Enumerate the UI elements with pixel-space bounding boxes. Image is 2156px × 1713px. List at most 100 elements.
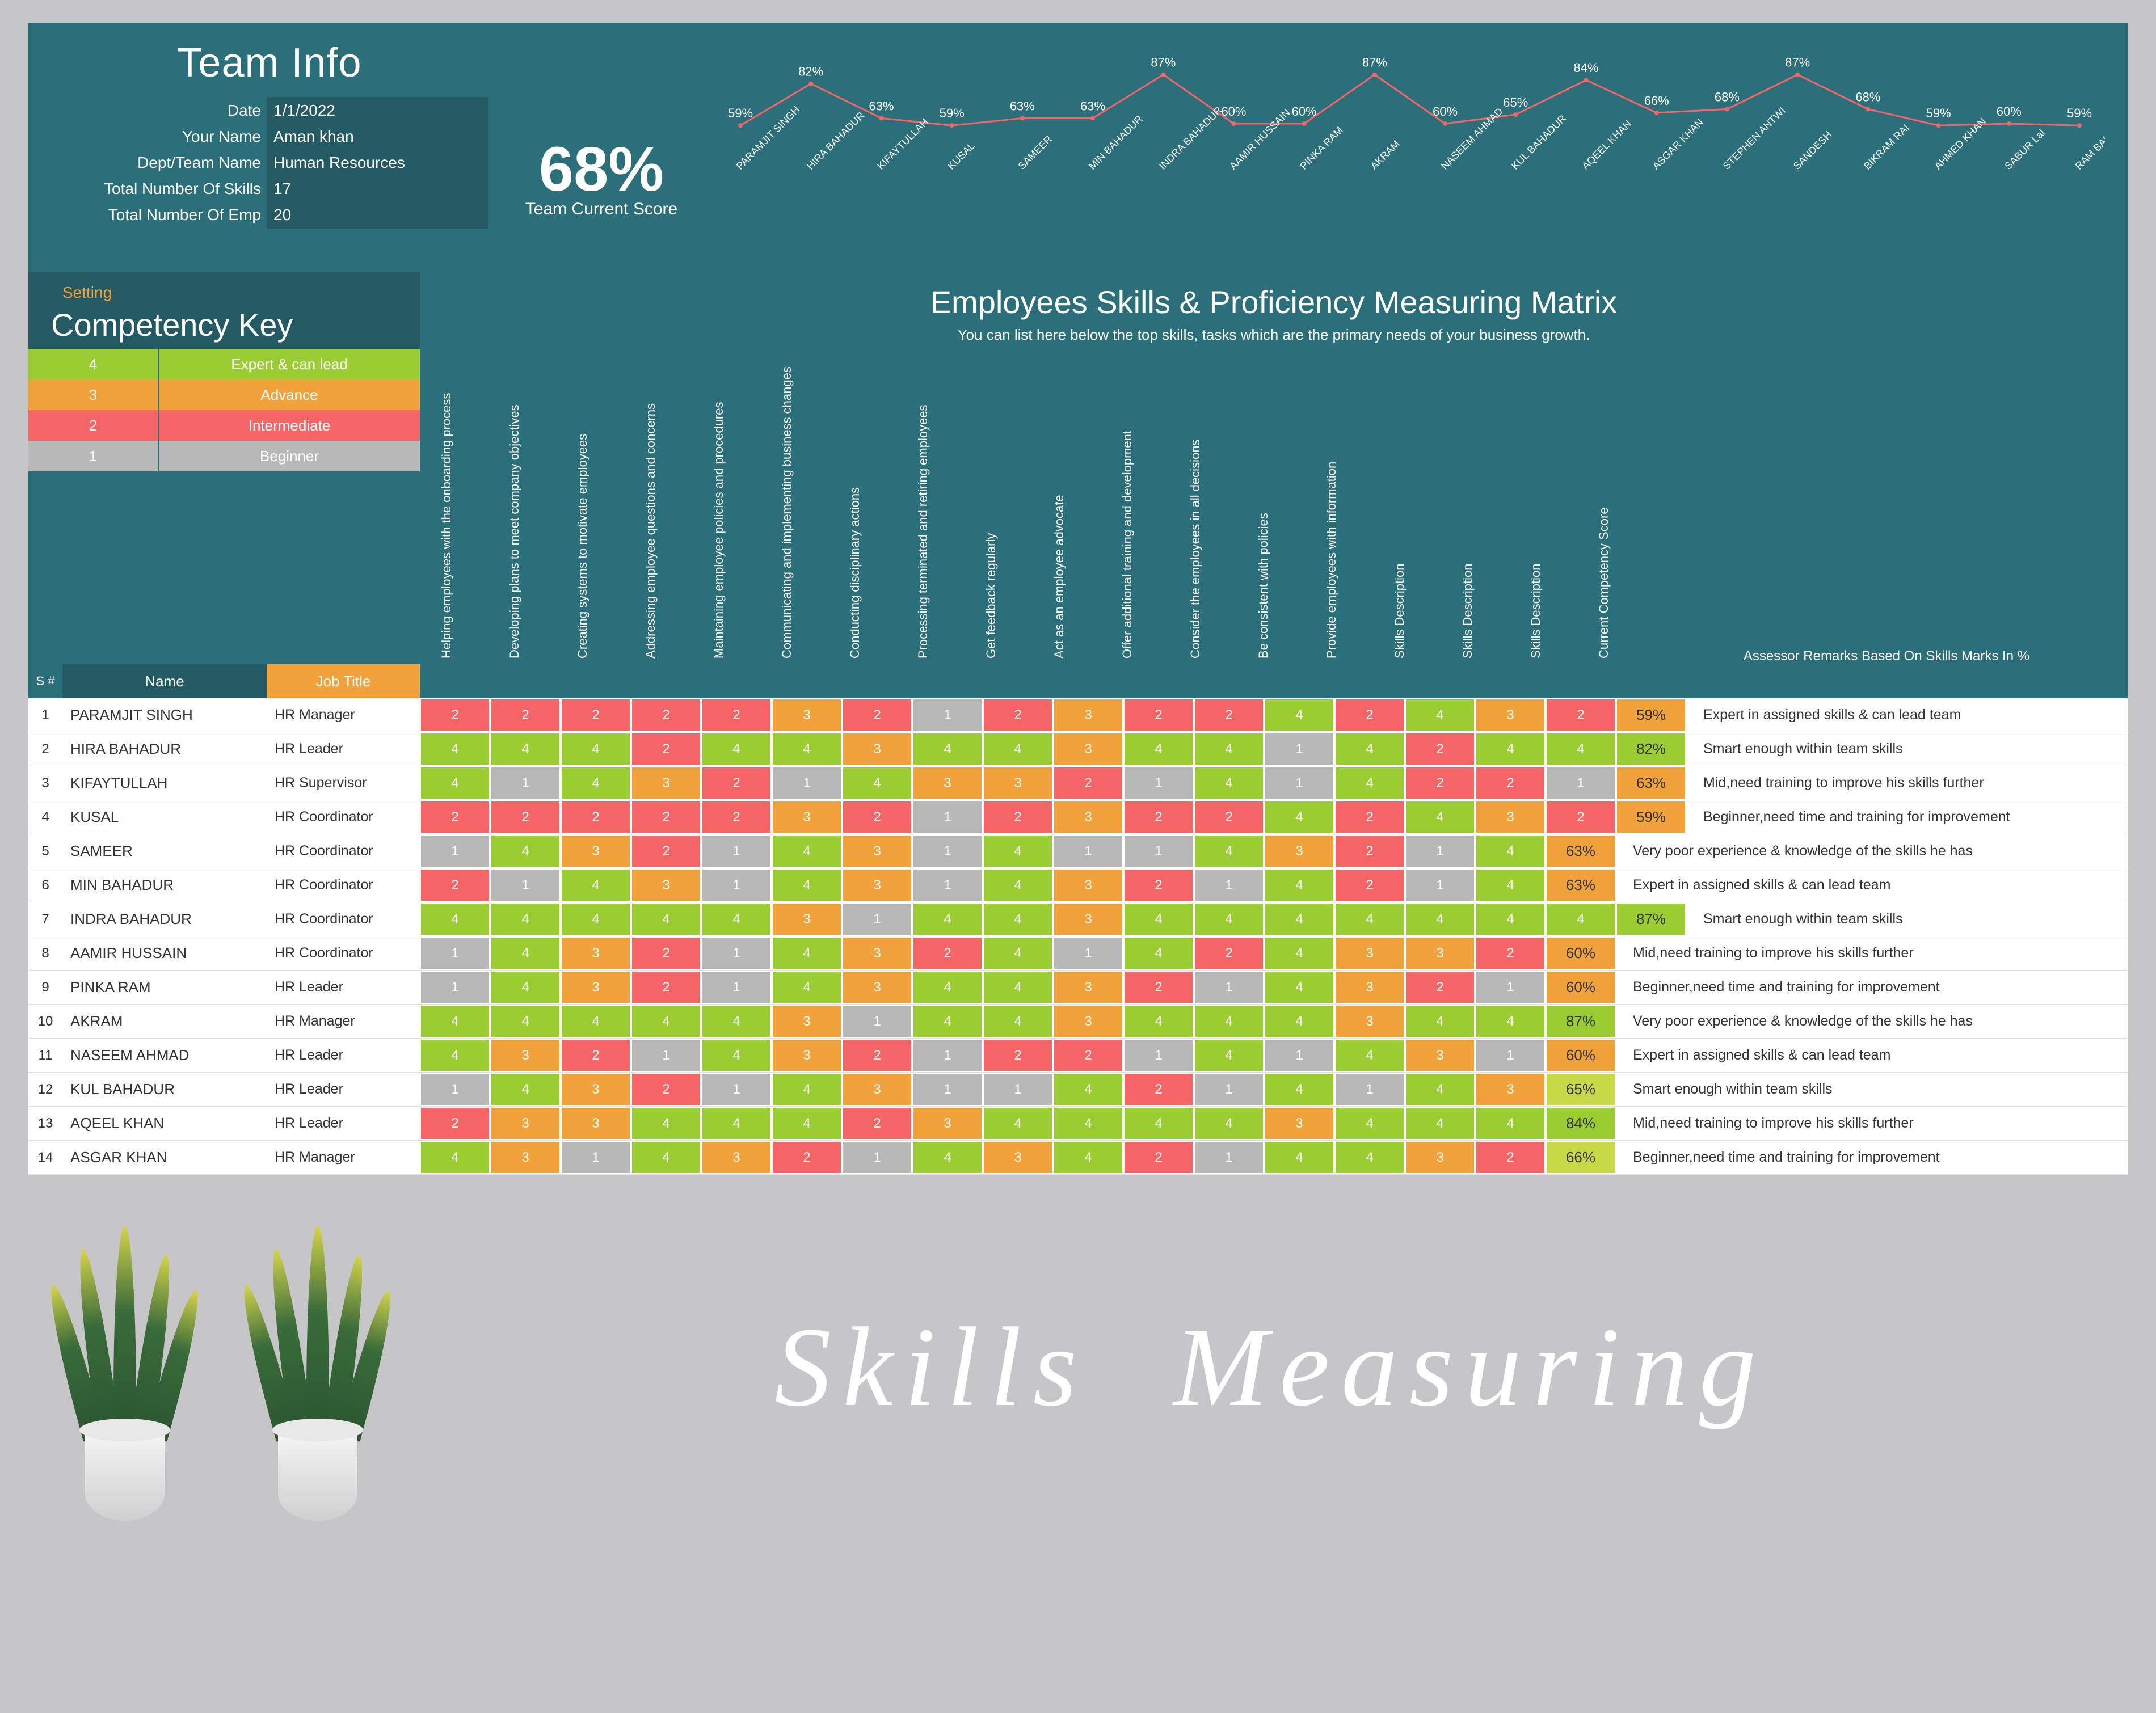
skill-score-cell[interactable]: 3	[1336, 938, 1404, 969]
setting-label[interactable]: Setting	[28, 284, 420, 302]
skill-score-cell[interactable]: 4	[984, 1108, 1052, 1139]
skill-score-cell[interactable]: 3	[1476, 1074, 1544, 1105]
skill-score-cell[interactable]: 4	[1195, 836, 1263, 867]
skill-score-cell[interactable]: 1	[1195, 972, 1263, 1003]
skill-score-cell[interactable]: 3	[773, 904, 841, 935]
skill-score-cell[interactable]: 2	[843, 699, 911, 731]
skill-score-cell[interactable]: 4	[773, 1108, 841, 1139]
skill-score-cell[interactable]: 4	[1406, 699, 1474, 731]
skill-score-cell[interactable]: 1	[702, 836, 770, 867]
skill-score-cell[interactable]: 1	[913, 1040, 982, 1071]
skill-score-cell[interactable]: 4	[984, 836, 1052, 867]
skill-score-cell[interactable]: 3	[1054, 699, 1122, 731]
skill-score-cell[interactable]: 3	[562, 938, 630, 969]
skill-score-cell[interactable]: 2	[1125, 699, 1193, 731]
skill-score-cell[interactable]: 4	[1054, 1074, 1122, 1105]
skill-score-cell[interactable]: 1	[913, 699, 982, 731]
skill-score-cell[interactable]: 4	[773, 836, 841, 867]
skill-score-cell[interactable]: 1	[1054, 836, 1122, 867]
skill-score-cell[interactable]: 4	[1336, 1108, 1404, 1139]
skill-score-cell[interactable]: 3	[773, 699, 841, 731]
skill-score-cell[interactable]: 4	[1195, 1040, 1263, 1071]
skill-score-cell[interactable]: 2	[491, 801, 559, 833]
skill-score-cell[interactable]: 1	[843, 1142, 911, 1173]
skill-score-cell[interactable]: 1	[1265, 767, 1333, 799]
skill-score-cell[interactable]: 3	[562, 972, 630, 1003]
skill-score-cell[interactable]: 4	[1265, 1142, 1333, 1173]
skill-score-cell[interactable]: 2	[1195, 938, 1263, 969]
skill-score-cell[interactable]: 3	[491, 1040, 559, 1071]
skill-score-cell[interactable]: 4	[562, 870, 630, 901]
skill-score-cell[interactable]: 2	[1336, 801, 1404, 833]
skill-score-cell[interactable]: 4	[491, 836, 559, 867]
skill-score-cell[interactable]: 4	[702, 1006, 770, 1037]
skill-score-cell[interactable]: 1	[421, 836, 489, 867]
skill-score-cell[interactable]: 4	[1336, 1040, 1404, 1071]
skill-score-cell[interactable]: 3	[843, 733, 911, 765]
skill-score-cell[interactable]: 1	[702, 870, 770, 901]
skill-score-cell[interactable]: 1	[984, 1074, 1052, 1105]
skill-score-cell[interactable]: 4	[1195, 904, 1263, 935]
skill-score-cell[interactable]: 4	[491, 733, 559, 765]
skill-score-cell[interactable]: 1	[913, 801, 982, 833]
skill-score-cell[interactable]: 4	[1265, 1006, 1333, 1037]
skill-score-cell[interactable]: 4	[1406, 1074, 1474, 1105]
skill-score-cell[interactable]: 3	[773, 1006, 841, 1037]
skill-score-cell[interactable]: 2	[843, 1040, 911, 1071]
skill-score-cell[interactable]: 4	[632, 1108, 700, 1139]
skill-score-cell[interactable]: 1	[843, 1006, 911, 1037]
skill-score-cell[interactable]: 1	[1195, 1074, 1263, 1105]
skill-score-cell[interactable]: 4	[562, 904, 630, 935]
skill-score-cell[interactable]: 2	[1125, 1074, 1193, 1105]
skill-score-cell[interactable]: 4	[491, 1006, 559, 1037]
skill-score-cell[interactable]: 3	[1406, 938, 1474, 969]
skill-score-cell[interactable]: 2	[1406, 733, 1474, 765]
skill-score-cell[interactable]: 2	[1195, 801, 1263, 833]
info-value[interactable]: 1/1/2022	[267, 97, 488, 124]
skill-score-cell[interactable]: 2	[1125, 972, 1193, 1003]
skill-score-cell[interactable]: 4	[562, 1006, 630, 1037]
skill-score-cell[interactable]: 3	[913, 1108, 982, 1139]
skill-score-cell[interactable]: 4	[702, 733, 770, 765]
skill-score-cell[interactable]: 4	[632, 904, 700, 935]
skill-score-cell[interactable]: 1	[491, 767, 559, 799]
skill-score-cell[interactable]: 2	[843, 801, 911, 833]
skill-score-cell[interactable]: 4	[984, 1006, 1052, 1037]
skill-score-cell[interactable]: 2	[1476, 1142, 1544, 1173]
skill-score-cell[interactable]: 2	[1476, 938, 1544, 969]
skill-score-cell[interactable]: 4	[1265, 801, 1333, 833]
skill-score-cell[interactable]: 4	[1336, 733, 1404, 765]
skill-score-cell[interactable]: 3	[1054, 904, 1122, 935]
skill-score-cell[interactable]: 4	[632, 1142, 700, 1173]
skill-score-cell[interactable]: 4	[1054, 1108, 1122, 1139]
skill-score-cell[interactable]: 4	[1125, 1108, 1193, 1139]
skill-score-cell[interactable]: 3	[632, 767, 700, 799]
skill-score-cell[interactable]: 2	[421, 870, 489, 901]
skill-score-cell[interactable]: 3	[1054, 733, 1122, 765]
skill-score-cell[interactable]: 4	[491, 1074, 559, 1105]
skill-score-cell[interactable]: 3	[773, 1040, 841, 1071]
skill-score-cell[interactable]: 4	[491, 972, 559, 1003]
skill-score-cell[interactable]: 3	[1406, 1040, 1474, 1071]
skill-score-cell[interactable]: 3	[1336, 972, 1404, 1003]
skill-score-cell[interactable]: 4	[773, 1074, 841, 1105]
skill-score-cell[interactable]: 1	[1265, 1040, 1333, 1071]
skill-score-cell[interactable]: 3	[562, 1074, 630, 1105]
skill-score-cell[interactable]: 2	[1406, 972, 1474, 1003]
skill-score-cell[interactable]: 1	[913, 1074, 982, 1105]
skill-score-cell[interactable]: 1	[1476, 972, 1544, 1003]
skill-score-cell[interactable]: 2	[1336, 870, 1404, 901]
skill-score-cell[interactable]: 3	[843, 836, 911, 867]
skill-score-cell[interactable]: 1	[1406, 870, 1474, 901]
skill-score-cell[interactable]: 3	[1054, 972, 1122, 1003]
skill-score-cell[interactable]: 4	[984, 733, 1052, 765]
skill-score-cell[interactable]: 4	[421, 1142, 489, 1173]
skill-score-cell[interactable]: 4	[562, 767, 630, 799]
skill-score-cell[interactable]: 1	[1476, 1040, 1544, 1071]
skill-score-cell[interactable]: 2	[843, 1108, 911, 1139]
skill-score-cell[interactable]: 4	[1125, 904, 1193, 935]
skill-score-cell[interactable]: 4	[1547, 733, 1615, 765]
skill-score-cell[interactable]: 3	[632, 870, 700, 901]
skill-score-cell[interactable]: 3	[1054, 801, 1122, 833]
skill-score-cell[interactable]: 3	[843, 972, 911, 1003]
